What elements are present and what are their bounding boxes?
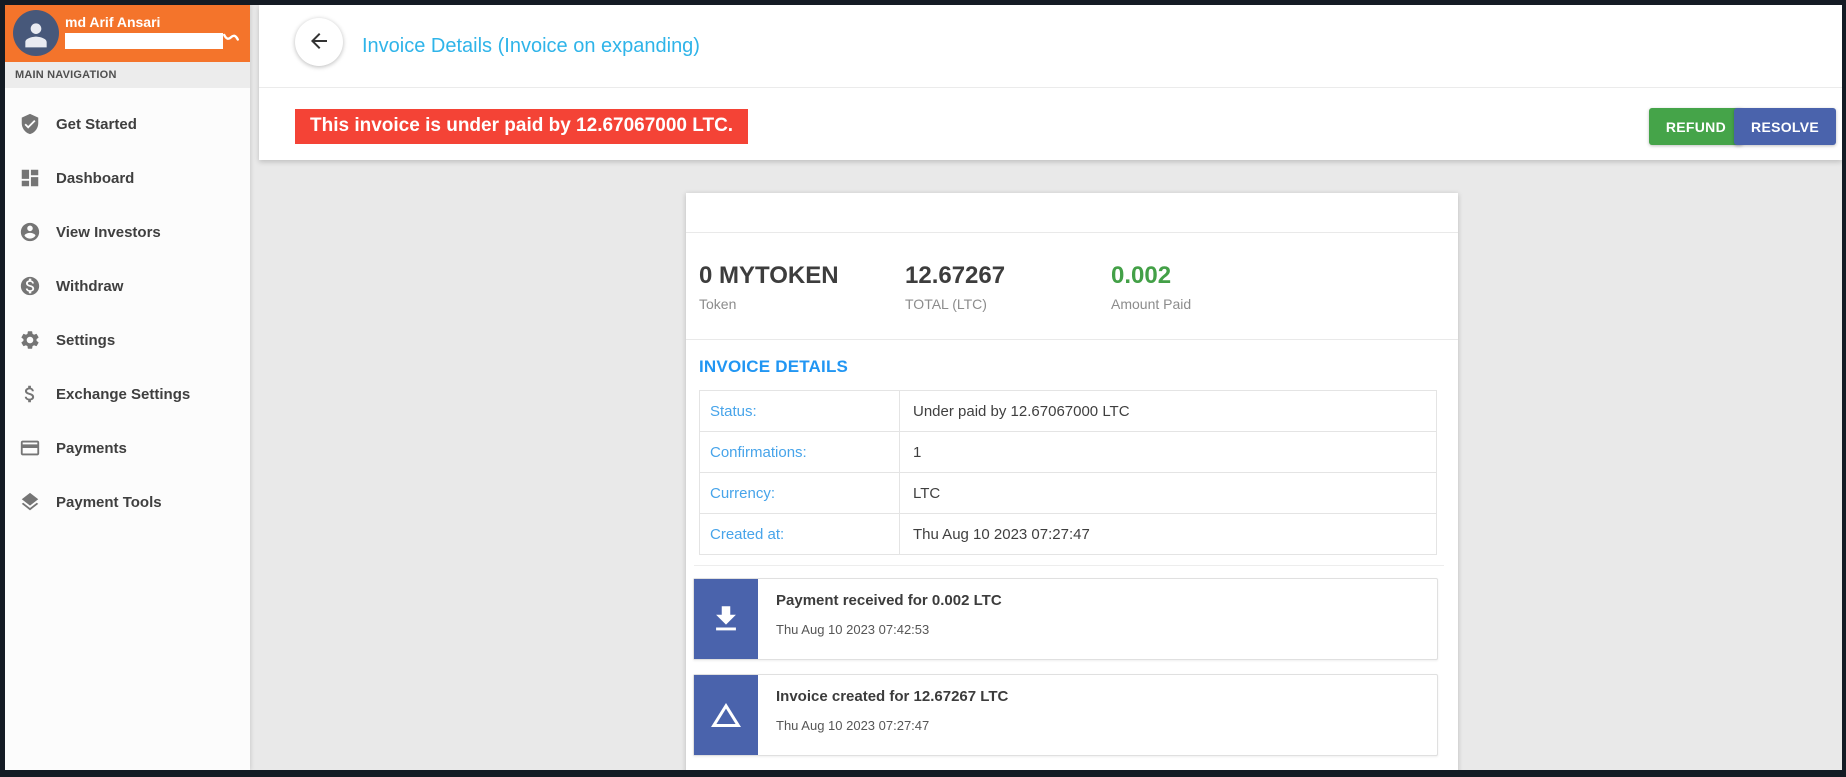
sidebar-item-dashboard[interactable]: Dashboard bbox=[5, 151, 250, 205]
sidebar-item-exchange-settings[interactable]: Exchange Settings bbox=[5, 367, 250, 421]
title-row: Invoice Details (Invoice on expanding) bbox=[259, 5, 1842, 88]
sidebar-item-settings[interactable]: Settings bbox=[5, 313, 250, 367]
invoice-details-table: Status: Under paid by 12.67067000 LTC Co… bbox=[699, 390, 1437, 555]
invoice-stats: 0 MYTOKEN Token 12.67267 TOTAL (LTC) 0.0… bbox=[686, 233, 1458, 340]
row-value: Thu Aug 10 2023 07:27:47 bbox=[899, 513, 1437, 555]
row-label: Currency: bbox=[699, 472, 900, 514]
sidebar-item-label: Settings bbox=[56, 331, 116, 349]
stat-label: Token bbox=[699, 296, 737, 312]
sidebar-item-label: Exchange Settings bbox=[56, 385, 191, 403]
avatar bbox=[13, 10, 59, 56]
stat-value: 0 MYTOKEN bbox=[699, 262, 839, 289]
timeline-item-body: Invoice created for 12.67267 LTC Thu Aug… bbox=[694, 675, 1437, 745]
timeline-date: Thu Aug 10 2023 07:27:47 bbox=[776, 718, 930, 733]
action-row: This invoice is under paid by 12.6706700… bbox=[259, 88, 1842, 145]
row-label: Confirmations: bbox=[699, 431, 900, 473]
timeline-date: Thu Aug 10 2023 07:42:53 bbox=[776, 622, 930, 637]
triangle-icon bbox=[694, 675, 758, 755]
timeline-item-body: Payment received for 0.002 LTC Thu Aug 1… bbox=[694, 579, 1437, 649]
resolve-button[interactable]: RESOLVE bbox=[1734, 108, 1836, 145]
dollar-sign-icon bbox=[18, 382, 42, 406]
sidebar-item-label: Get Started bbox=[56, 115, 137, 133]
sidebar-item-label: View Investors bbox=[56, 223, 161, 241]
stat-label: TOTAL (LTC) bbox=[905, 296, 987, 312]
sidebar-item-withdraw[interactable]: Withdraw bbox=[5, 259, 250, 313]
shield-check-icon bbox=[18, 112, 42, 136]
timeline-item-invoice-created: Invoice created for 12.67267 LTC Thu Aug… bbox=[693, 674, 1438, 756]
layers-icon bbox=[18, 490, 42, 514]
timeline-title: Payment received for 0.002 LTC bbox=[776, 592, 1002, 609]
sidebar: md Arif Ansari MAIN NAVIGATION Get Start… bbox=[5, 5, 250, 770]
underpaid-alert: This invoice is under paid by 12.6706700… bbox=[295, 109, 749, 144]
user-name: md Arif Ansari bbox=[65, 14, 161, 30]
timeline-item-payment-received: Payment received for 0.002 LTC Thu Aug 1… bbox=[693, 578, 1438, 660]
download-icon bbox=[694, 579, 758, 659]
stat-total: 12.67267 TOTAL (LTC) bbox=[905, 262, 1111, 312]
row-value: Under paid by 12.67067000 LTC bbox=[899, 390, 1437, 432]
invoice-timeline: Payment received for 0.002 LTC Thu Aug 1… bbox=[693, 578, 1438, 756]
sidebar-item-get-started[interactable]: Get Started bbox=[5, 97, 250, 151]
stat-amount-paid: 0.002 Amount Paid bbox=[1111, 262, 1191, 312]
sidebar-item-label: Withdraw bbox=[56, 277, 124, 295]
refund-button[interactable]: REFUND bbox=[1648, 108, 1743, 145]
table-row: Confirmations: 1 bbox=[699, 431, 1437, 473]
table-row: Currency: LTC bbox=[699, 472, 1437, 514]
table-row: Created at: Thu Aug 10 2023 07:27:47 bbox=[699, 513, 1437, 555]
row-value: 1 bbox=[899, 431, 1437, 473]
back-button[interactable] bbox=[295, 18, 343, 66]
sidebar-item-label: Payments bbox=[56, 439, 127, 457]
credit-card-icon bbox=[18, 436, 42, 460]
sidebar-item-label: Dashboard bbox=[56, 169, 135, 187]
stat-label: Amount Paid bbox=[1111, 296, 1192, 312]
stat-value: 0.002 bbox=[1111, 262, 1172, 289]
arrow-left-icon bbox=[307, 29, 331, 56]
row-label: Created at: bbox=[699, 513, 900, 555]
user-subtitle-bar bbox=[65, 33, 223, 49]
timeline-title: Invoice created for 12.67267 LTC bbox=[776, 688, 1009, 705]
row-label: Status: bbox=[699, 390, 900, 432]
gear-icon bbox=[18, 328, 42, 352]
person-circle-icon bbox=[18, 220, 42, 244]
stat-token: 0 MYTOKEN Token bbox=[699, 262, 905, 312]
invoice-card: 0 MYTOKEN Token 12.67267 TOTAL (LTC) 0.0… bbox=[686, 193, 1458, 770]
divider bbox=[694, 565, 1444, 566]
user-profile-dropdown[interactable]: md Arif Ansari bbox=[5, 5, 250, 62]
sidebar-nav: Get Started Dashboard View Investors Wit… bbox=[5, 88, 250, 529]
sidebar-item-view-investors[interactable]: View Investors bbox=[5, 205, 250, 259]
sidebar-item-payment-tools[interactable]: Payment Tools bbox=[5, 475, 250, 529]
row-value: LTC bbox=[899, 472, 1437, 514]
chevron-down-icon[interactable] bbox=[222, 31, 240, 49]
dashboard-grid-icon bbox=[18, 166, 42, 190]
page-header-panel: Invoice Details (Invoice on expanding) T… bbox=[259, 5, 1842, 160]
card-toolbar bbox=[686, 193, 1458, 233]
stat-value: 12.67267 bbox=[905, 262, 1006, 289]
dollar-circle-icon bbox=[18, 274, 42, 298]
nav-section-label: MAIN NAVIGATION bbox=[5, 62, 250, 88]
sidebar-item-label: Payment Tools bbox=[56, 493, 162, 511]
invoice-details-heading: INVOICE DETAILS bbox=[699, 357, 849, 376]
page-title: Invoice Details (Invoice on expanding) bbox=[362, 35, 700, 57]
table-row: Status: Under paid by 12.67067000 LTC bbox=[699, 390, 1437, 432]
sidebar-item-payments[interactable]: Payments bbox=[5, 421, 250, 475]
